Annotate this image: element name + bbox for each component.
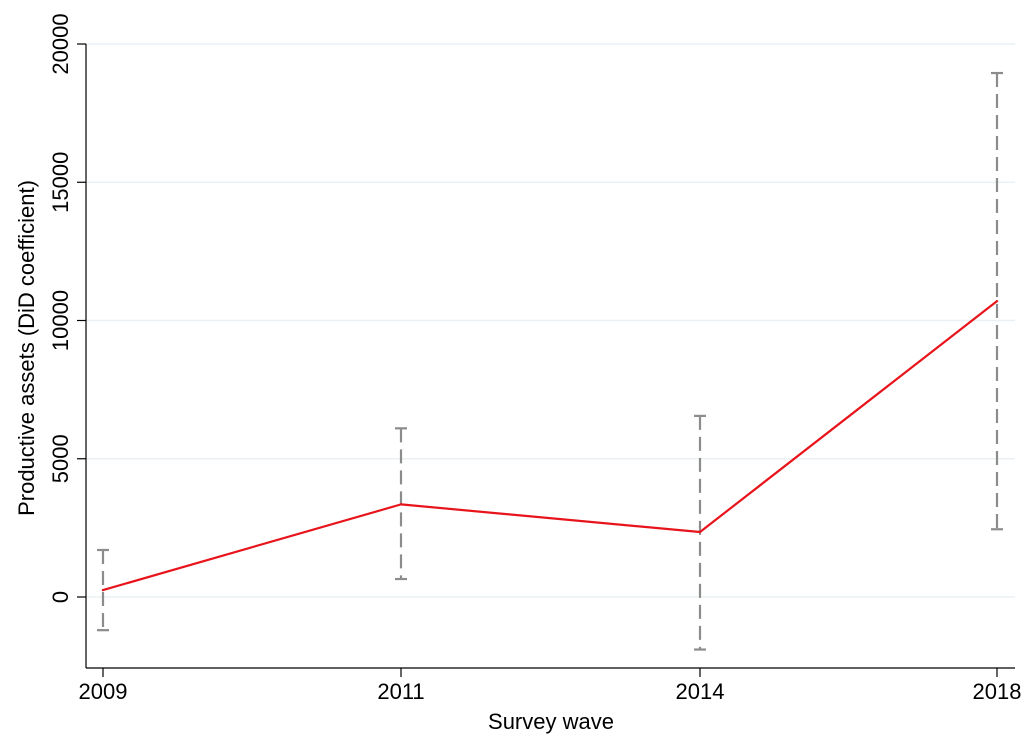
data-point: [995, 299, 999, 303]
data-point: [698, 530, 702, 534]
data-point: [399, 503, 403, 506]
y-tick-label: 0: [48, 591, 73, 603]
x-tick-label: 2018: [973, 679, 1022, 704]
error-bars: [97, 71, 1003, 651]
y-axis-title: Productive assets (DiD coefficient): [14, 180, 39, 516]
x-tick-label: 2011: [377, 679, 424, 704]
x-ticks: 2009 2011 2014 2018: [79, 668, 1022, 704]
y-tick-label: 15000: [48, 152, 73, 213]
data-point: [101, 588, 105, 592]
x-tick-label: 2009: [79, 679, 128, 704]
series-line: [102, 300, 998, 592]
x-tick-label: 2014: [676, 679, 725, 704]
series: [101, 299, 999, 592]
y-tick-label: 10000: [48, 290, 73, 351]
x-axis-title: Survey wave: [488, 709, 614, 734]
y-tick-label: 20000: [48, 13, 73, 74]
y-tick-label: 5000: [48, 434, 73, 483]
axes: [85, 44, 1015, 669]
gridlines: [86, 43, 1015, 598]
y-ticks: 0 5000 10000 15000 20000: [48, 13, 86, 603]
